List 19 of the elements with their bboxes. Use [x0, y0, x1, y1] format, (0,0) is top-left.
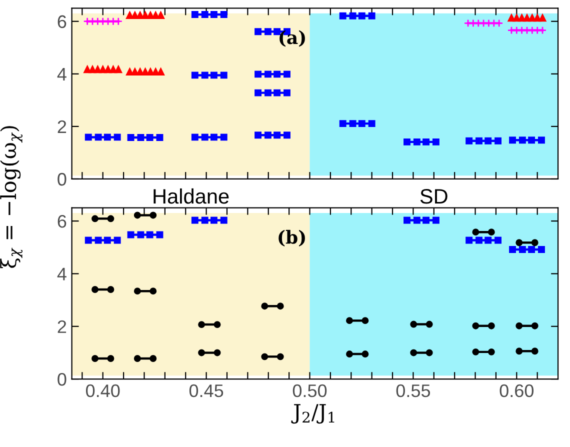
y-tick-label: 0	[58, 172, 66, 186]
x-tick-label: 0.55	[396, 384, 430, 398]
y-tick-label: 6	[58, 15, 66, 28]
y-tick-label: 4	[57, 268, 66, 280]
x-tick-label: 0.60	[500, 384, 534, 398]
x-tick-label: 0.45	[189, 384, 224, 398]
y-axis-title: ξ$_{χ}$ = −log(ω$_{χ}$)	[0, 126, 22, 268]
x-tick-label: 0.50	[292, 384, 327, 398]
band-label: Haldane	[154, 188, 229, 204]
x-axis-title: J$_{2}$/J$_{1}$	[291, 404, 334, 424]
y-tick-label: 0	[58, 372, 66, 386]
y-tick-label: 4	[57, 68, 66, 80]
y-tick-label: 2	[58, 320, 66, 333]
annotation: (b)	[278, 230, 305, 246]
annotation: (a)	[280, 30, 305, 47]
band-label: SD	[420, 188, 448, 204]
y-tick-label: 2	[58, 120, 66, 133]
x-tick-label: 0.40	[86, 384, 120, 398]
y-tick-label: 6	[58, 214, 66, 228]
